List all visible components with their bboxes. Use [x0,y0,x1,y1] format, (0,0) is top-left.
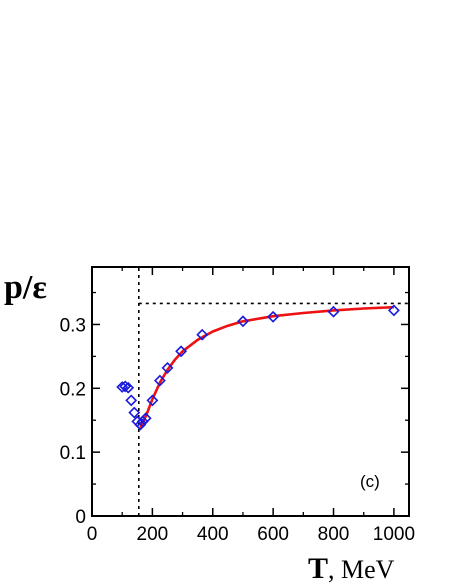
x-tick-label: 800 [318,524,350,545]
data-point-diamond [122,381,135,394]
data-point-diamond [125,394,138,407]
data-point-diamond [153,374,166,387]
x-axis-variable: T [308,552,328,585]
axis-labels: p/ε T, MeV (c) [4,269,395,585]
y-tick-label: 0 [75,507,86,528]
y-tick-label: 0.1 [60,443,86,464]
x-tick-label: 1000 [373,524,415,545]
fit-curve-group [139,305,394,429]
reference-lines [137,267,409,516]
x-tick-label: 600 [257,524,289,545]
axis-ticks: 0 200 400 600 800 1000 0 0.1 0.2 0.3 [60,267,415,545]
data-point-diamond [119,380,132,393]
y-tick-label: 0.3 [60,315,86,336]
data-point-diamond [139,412,152,425]
data-points [116,304,400,431]
plot-frame [91,266,410,517]
y-tick-label: 0.2 [60,379,86,400]
fit-curve [139,305,394,429]
data-point-diamond [237,315,249,328]
data-point-diamond [196,328,209,341]
x-tick-label: 400 [197,524,229,545]
data-point-diamond [267,310,280,323]
x-tick-label: 0 [87,524,98,545]
x-axis-unit: , MeV [328,555,395,584]
data-point-diamond [134,418,147,431]
data-point-diamond [128,406,141,419]
y-axis-label: p/ε [4,269,47,306]
x-axis-label: T, MeV [308,552,395,585]
plot-border [91,266,410,517]
data-point-diamond [175,345,188,358]
data-point-diamond [146,394,159,407]
x-tick-label: 200 [137,524,169,545]
data-point-diamond [136,415,149,428]
data-point-diamond [387,304,400,317]
panel-annotation: (c) [360,472,380,491]
data-point-diamond [327,305,340,318]
data-point-diamond [161,361,174,374]
